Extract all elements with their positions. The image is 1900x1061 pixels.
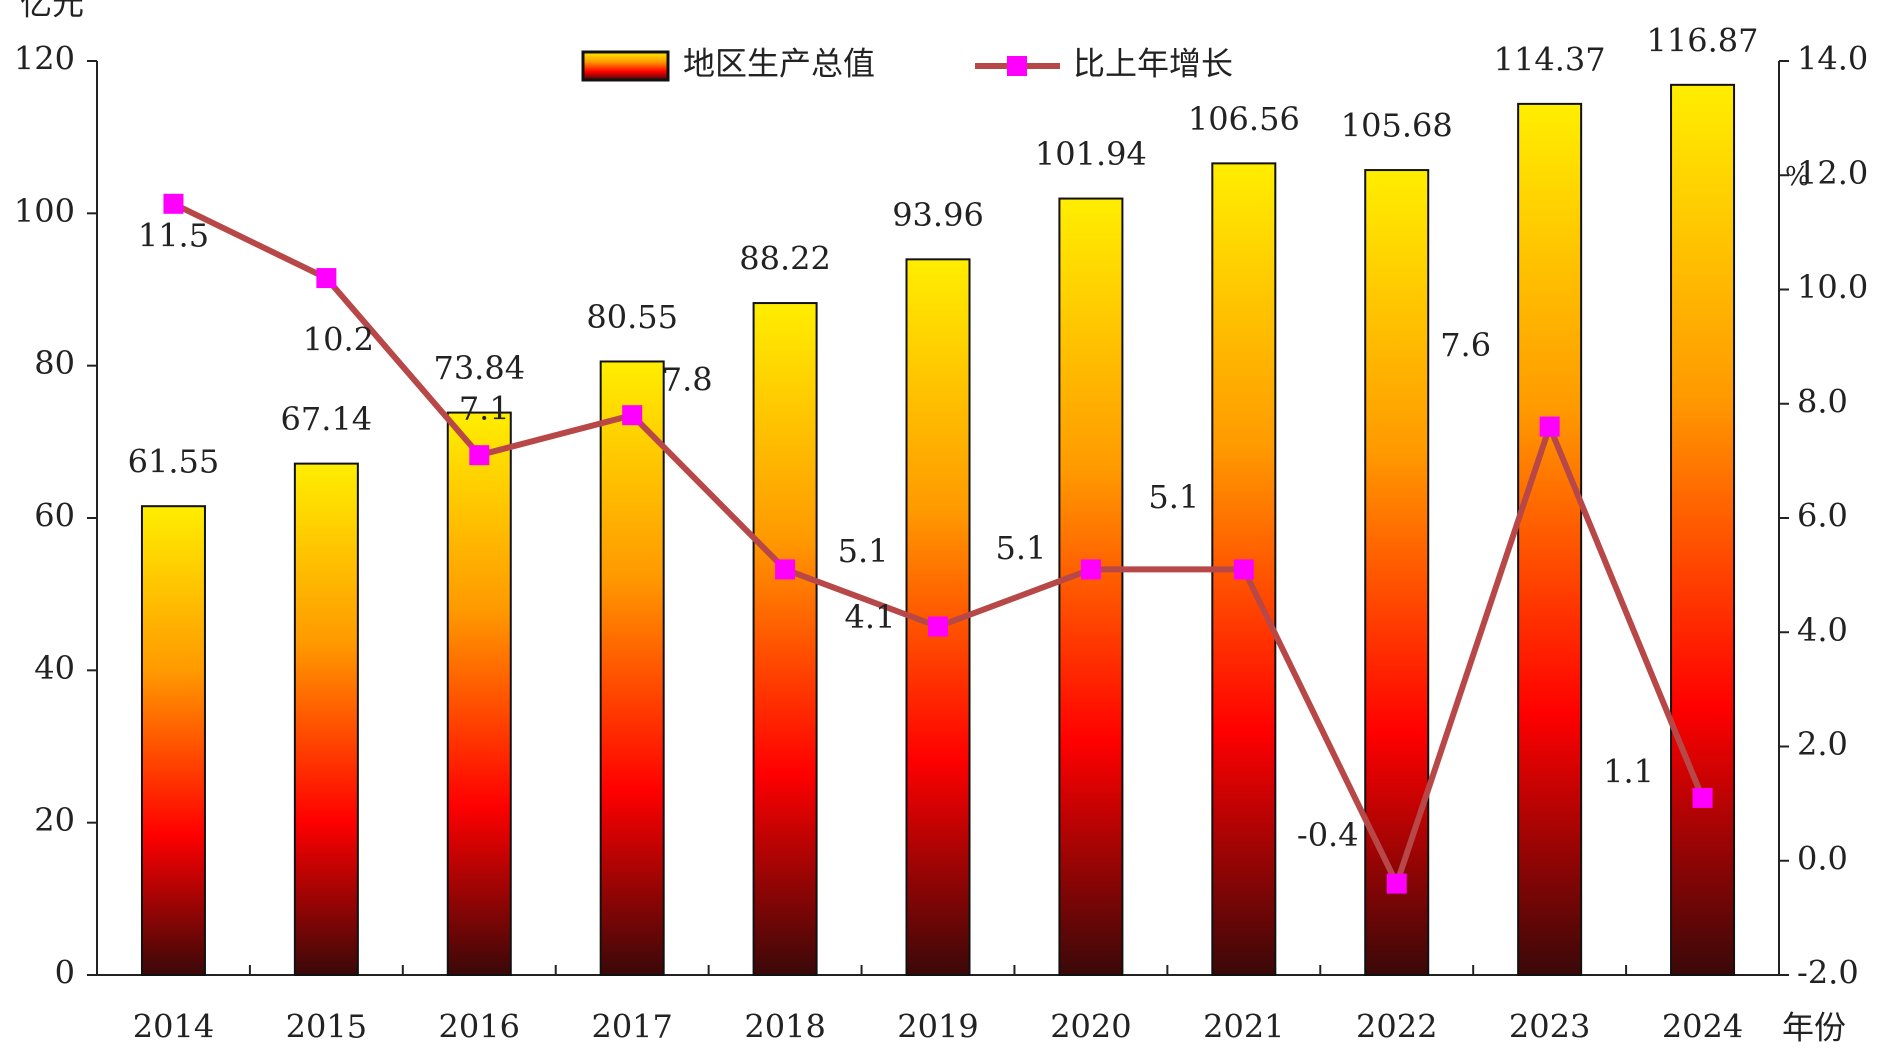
bar-value-label: 114.37 bbox=[1494, 40, 1606, 78]
growth-value-label: -0.4 bbox=[1297, 816, 1359, 854]
y2-tick-label: 10.0 bbox=[1797, 268, 1868, 306]
y2-tick-label: 12.0 bbox=[1797, 154, 1868, 192]
growth-marker bbox=[928, 616, 948, 637]
bar-value-label: 88.22 bbox=[739, 240, 831, 278]
growth-value-label: 4.1 bbox=[845, 598, 896, 636]
y2-tick-label: 4.0 bbox=[1797, 611, 1848, 649]
growth-marker bbox=[1233, 559, 1254, 580]
bar-value-label: 67.14 bbox=[281, 400, 373, 438]
growth-value-label: 5.1 bbox=[838, 532, 889, 570]
bar bbox=[1364, 169, 1430, 976]
x-tick-label: 2017 bbox=[591, 1008, 672, 1046]
bar bbox=[1517, 102, 1583, 976]
x-tick-label: 2024 bbox=[1662, 1008, 1743, 1046]
bar-value-label: 93.96 bbox=[892, 196, 984, 234]
x-tick-label: 2022 bbox=[1356, 1008, 1437, 1046]
growth-marker bbox=[163, 193, 184, 214]
x-tick-label: 2014 bbox=[133, 1008, 214, 1046]
y-tick-label: 80 bbox=[34, 344, 75, 382]
bar bbox=[140, 505, 206, 976]
growth-value-label: 5.1 bbox=[995, 529, 1046, 567]
y2-axis-label: % bbox=[1785, 162, 1810, 192]
y-tick-label: 40 bbox=[34, 649, 75, 687]
growth-value-label: 5.1 bbox=[1148, 478, 1199, 516]
legend-label: 比上年增长 bbox=[1073, 45, 1233, 83]
growth-value-label: 7.1 bbox=[459, 390, 510, 428]
x-axis-label: 年份 bbox=[1782, 1009, 1846, 1047]
legend-label: 地区生产总值 bbox=[683, 45, 875, 83]
bar bbox=[446, 411, 512, 976]
bar bbox=[599, 360, 665, 977]
x-tick-label: 2021 bbox=[1203, 1008, 1284, 1046]
growth-marker bbox=[1539, 416, 1560, 437]
y-axis-label: 亿元 bbox=[20, 0, 84, 23]
y2-tick-label: 2.0 bbox=[1797, 725, 1848, 763]
bar bbox=[1058, 197, 1124, 976]
y2-tick-label: 8.0 bbox=[1797, 382, 1848, 420]
bar bbox=[752, 302, 818, 976]
bar-value-label: 73.84 bbox=[433, 349, 525, 387]
y-tick-label: 100 bbox=[14, 192, 75, 230]
bar-value-label: 61.55 bbox=[128, 443, 220, 481]
growth-marker bbox=[316, 268, 337, 289]
y-tick-label: 60 bbox=[34, 497, 75, 535]
y-tick-label: 0 bbox=[55, 954, 75, 992]
growth-value-label: 1.1 bbox=[1603, 752, 1654, 790]
growth-value-label: 10.2 bbox=[303, 321, 374, 359]
x-tick-label: 2016 bbox=[439, 1008, 520, 1046]
growth-marker bbox=[1080, 559, 1101, 580]
bar-value-label: 101.94 bbox=[1035, 135, 1147, 173]
x-tick-label: 2019 bbox=[897, 1008, 978, 1046]
growth-marker bbox=[1692, 787, 1713, 808]
y2-tick-label: -2.0 bbox=[1797, 954, 1859, 992]
growth-value-label: 7.8 bbox=[662, 361, 713, 399]
y2-tick-label: 14.0 bbox=[1797, 40, 1868, 78]
bar-value-label: 80.55 bbox=[586, 298, 678, 336]
bar-value-label: 105.68 bbox=[1341, 107, 1453, 145]
bar bbox=[1670, 83, 1736, 977]
y-tick-label: 120 bbox=[14, 40, 75, 78]
bar-value-label: 116.87 bbox=[1647, 21, 1759, 59]
growth-value-label: 11.5 bbox=[138, 216, 209, 254]
x-tick-label: 2020 bbox=[1050, 1008, 1131, 1046]
growth-marker bbox=[775, 559, 796, 580]
bar bbox=[293, 462, 359, 976]
x-tick-label: 2015 bbox=[286, 1008, 367, 1046]
y2-tick-label: 0.0 bbox=[1797, 839, 1848, 877]
x-tick-label: 2018 bbox=[744, 1008, 825, 1046]
y2-tick-label: 6.0 bbox=[1797, 497, 1848, 535]
legend-marker bbox=[1007, 56, 1027, 76]
growth-value-label: 7.6 bbox=[1440, 326, 1491, 364]
y-tick-label: 20 bbox=[34, 801, 75, 839]
growth-marker bbox=[622, 405, 643, 426]
x-tick-label: 2023 bbox=[1509, 1008, 1590, 1046]
legend-swatch bbox=[581, 50, 670, 82]
growth-marker bbox=[469, 445, 490, 466]
growth-marker bbox=[1386, 873, 1407, 894]
bar-value-label: 106.56 bbox=[1188, 100, 1300, 138]
